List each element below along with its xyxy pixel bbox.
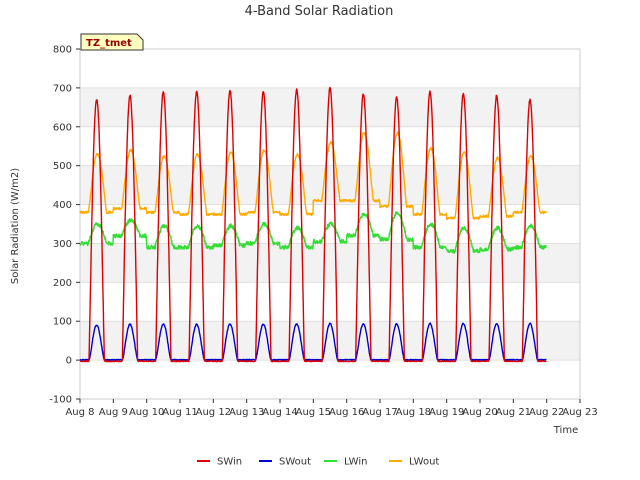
chart-title: 4-Band Solar Radiation bbox=[245, 4, 394, 19]
x-tick-label: Aug 8 bbox=[65, 407, 94, 418]
background-band bbox=[80, 321, 580, 361]
x-tick-label: Aug 23 bbox=[562, 407, 597, 418]
legend-label-lwout: LWout bbox=[409, 457, 439, 468]
y-axis: -100 0 100 200 300 400 500 600 700 800 bbox=[49, 45, 80, 406]
y-tick-label: 0 bbox=[66, 356, 72, 367]
site-label-text: TZ_tmet bbox=[86, 38, 132, 49]
y-tick-label: 100 bbox=[53, 317, 72, 328]
y-tick-label: 800 bbox=[53, 45, 72, 56]
background-band bbox=[80, 282, 580, 322]
x-tick-label: Aug 21 bbox=[496, 407, 531, 418]
site-label-badge: TZ_tmet bbox=[80, 33, 144, 51]
background-band bbox=[80, 87, 580, 127]
x-tick-label: Aug 17 bbox=[362, 407, 397, 418]
y-tick-label: 600 bbox=[53, 122, 72, 133]
series-line-lwout bbox=[79, 131, 547, 220]
background-band bbox=[80, 243, 580, 283]
legend-label-lwin: LWin bbox=[344, 457, 367, 468]
x-tick-label: Aug 11 bbox=[162, 407, 197, 418]
x-tick-label: Aug 18 bbox=[396, 407, 431, 418]
x-tick-label: Aug 15 bbox=[296, 407, 331, 418]
plot-frame bbox=[79, 48, 581, 400]
background-band bbox=[80, 165, 580, 205]
background-band bbox=[80, 126, 580, 166]
background-band bbox=[80, 49, 580, 88]
legend: SWin SWout LWin LWout bbox=[197, 457, 439, 468]
x-tick-label: Aug 20 bbox=[462, 407, 497, 418]
y-tick-label: 300 bbox=[53, 239, 72, 250]
x-tick-label: Aug 10 bbox=[129, 407, 164, 418]
site-label-box bbox=[80, 33, 144, 51]
x-axis-label: Time bbox=[553, 425, 578, 436]
x-tick-label: Aug 9 bbox=[99, 407, 128, 418]
x-tick-label: Aug 22 bbox=[529, 407, 564, 418]
y-tick-label: 700 bbox=[53, 83, 72, 94]
x-tick-label: Aug 13 bbox=[229, 407, 264, 418]
x-tick-label: Aug 12 bbox=[196, 407, 231, 418]
y-tick-label: -100 bbox=[49, 395, 72, 406]
series-lines bbox=[79, 86, 547, 363]
series-line-swout bbox=[79, 322, 547, 362]
legend-label-swin: SWin bbox=[217, 457, 242, 468]
x-tick-label: Aug 19 bbox=[429, 407, 464, 418]
x-tick-label: Aug 16 bbox=[329, 407, 364, 418]
y-tick-label: 200 bbox=[53, 278, 72, 289]
y-tick-label: 500 bbox=[53, 161, 72, 172]
x-tick-label: Aug 14 bbox=[262, 407, 297, 418]
y-tick-label: 400 bbox=[53, 200, 72, 211]
background-band bbox=[80, 360, 580, 399]
legend-label-swout: SWout bbox=[279, 457, 311, 468]
y-axis-label: Solar Radiation (W/m2) bbox=[10, 168, 21, 284]
series-line-swin bbox=[79, 86, 547, 363]
